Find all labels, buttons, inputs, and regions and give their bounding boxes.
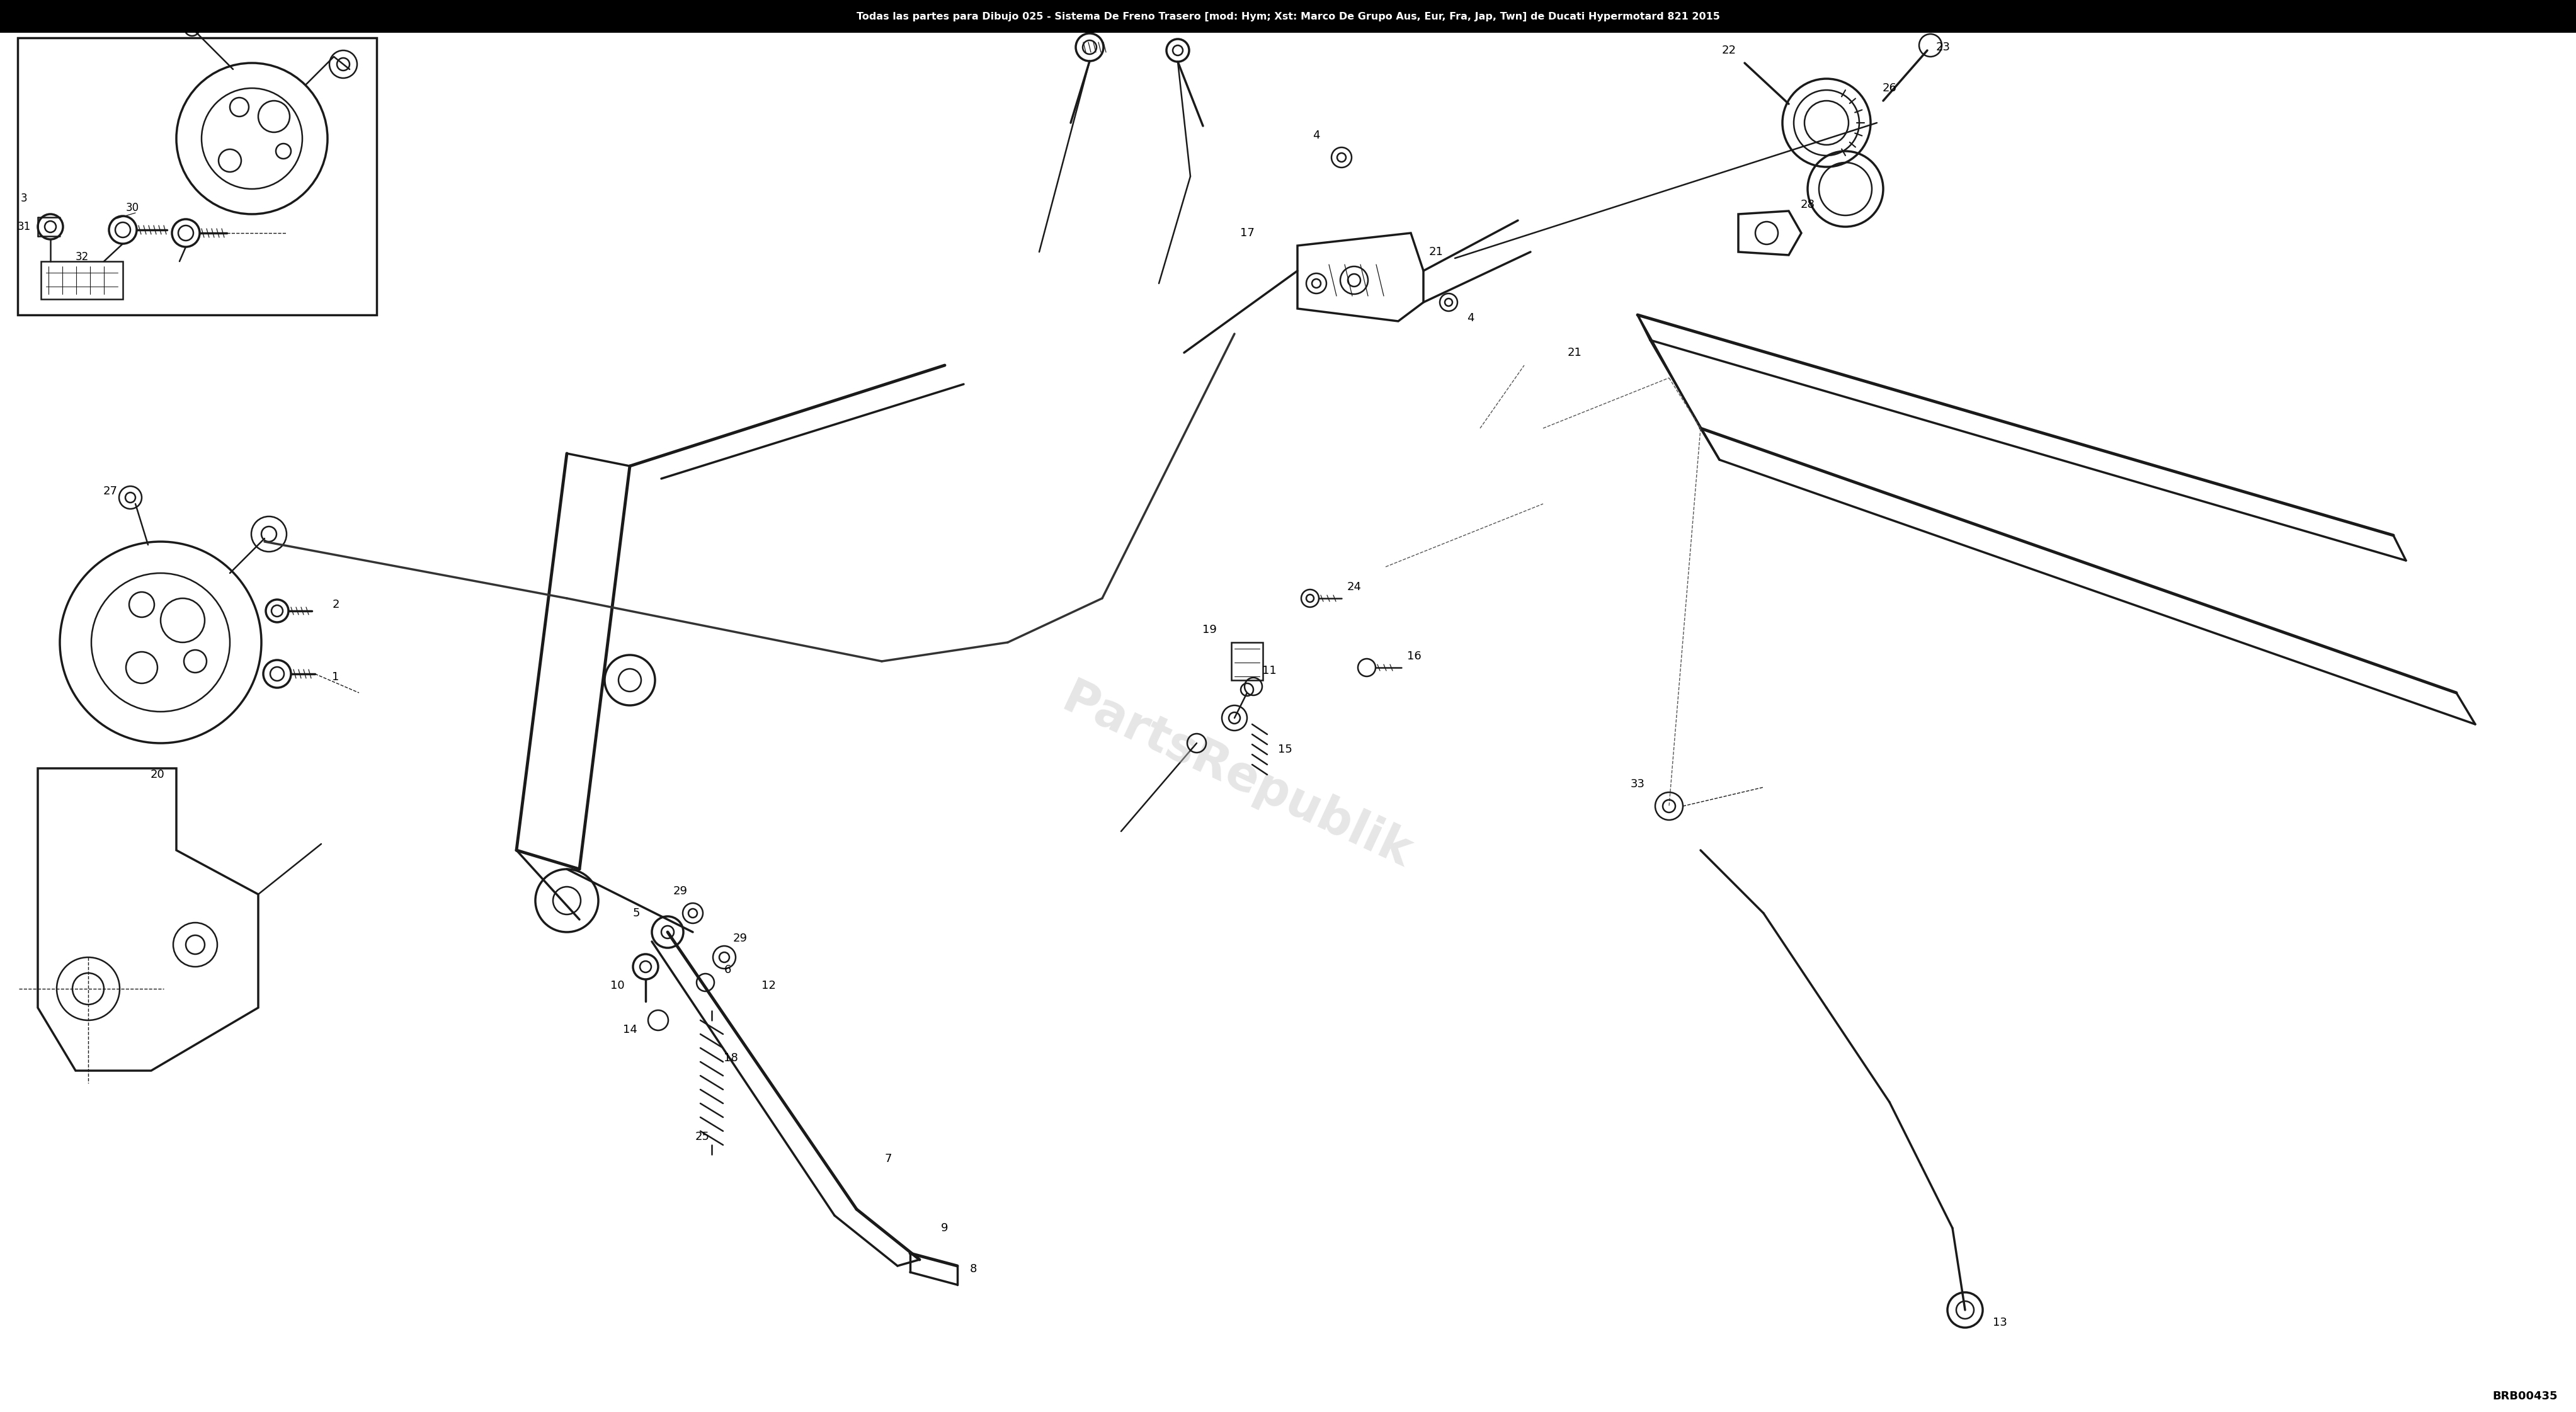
- Text: 13: 13: [1991, 1317, 2007, 1329]
- Text: 10: 10: [611, 980, 623, 991]
- Text: 8: 8: [969, 1264, 976, 1275]
- Text: 17: 17: [1239, 227, 1255, 239]
- Text: 30: 30: [126, 202, 139, 213]
- Bar: [41, 261, 124, 299]
- Text: 28: 28: [1801, 199, 1814, 210]
- Text: 30: 30: [209, 7, 222, 18]
- Text: 31: 31: [18, 222, 31, 233]
- Text: 27: 27: [103, 486, 118, 497]
- Text: PartsRepublik: PartsRepublik: [1054, 675, 1419, 878]
- Text: 19: 19: [1203, 624, 1216, 635]
- Text: 18: 18: [724, 1052, 737, 1063]
- Text: Todas las partes para Dibujo 025 - Sistema De Freno Trasero [mod: Hym; Xst: Marc: Todas las partes para Dibujo 025 - Siste…: [855, 11, 1721, 21]
- Bar: [18, 38, 376, 315]
- Text: 2: 2: [1182, 17, 1190, 28]
- Text: 25: 25: [696, 1131, 708, 1142]
- Text: 33: 33: [1631, 778, 1643, 789]
- Bar: [0, 0, 2576, 32]
- Text: 22: 22: [1721, 45, 1736, 56]
- Text: 15: 15: [1278, 744, 1291, 755]
- Text: 2: 2: [332, 599, 340, 610]
- Text: 16: 16: [1406, 651, 1422, 662]
- Text: BRB00435: BRB00435: [2491, 1391, 2558, 1402]
- Text: 7: 7: [884, 1154, 891, 1165]
- Text: 32: 32: [75, 251, 88, 263]
- Text: 23: 23: [1935, 41, 1950, 52]
- Text: 3: 3: [21, 192, 28, 205]
- Text: 14: 14: [623, 1024, 636, 1035]
- Text: 9: 9: [940, 1223, 948, 1234]
- Text: 20: 20: [149, 770, 165, 781]
- Text: 11: 11: [1262, 665, 1275, 676]
- Bar: [1231, 642, 1262, 681]
- Text: 21: 21: [1566, 347, 1582, 359]
- Text: 24: 24: [1347, 582, 1360, 593]
- Text: 29: 29: [672, 885, 688, 897]
- Text: 1: 1: [332, 671, 340, 682]
- Text: 6: 6: [724, 964, 732, 976]
- Text: 1: 1: [1077, 10, 1084, 21]
- Text: 12: 12: [760, 980, 775, 991]
- Text: 5: 5: [631, 908, 639, 919]
- Text: 29: 29: [732, 933, 747, 945]
- Text: 26: 26: [1883, 82, 1896, 93]
- Text: 4: 4: [1466, 312, 1473, 323]
- Text: 4: 4: [1311, 130, 1319, 141]
- Text: 21: 21: [1430, 246, 1443, 257]
